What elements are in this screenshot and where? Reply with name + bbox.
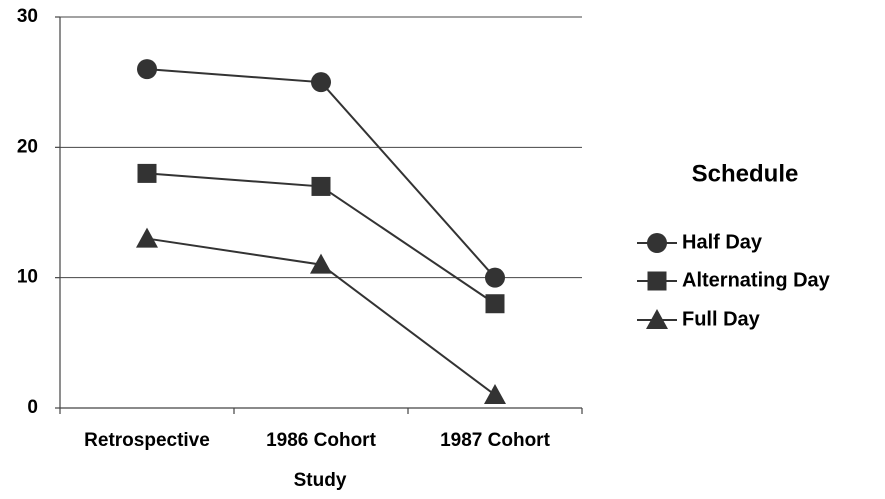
legend-title: Schedule [692, 160, 799, 187]
data-point [484, 383, 506, 404]
data-point [485, 294, 505, 314]
y-tick-label: 0 [27, 397, 38, 418]
x-tick-label: 1986 Cohort [266, 430, 376, 451]
legend-label: Half Day [682, 231, 763, 253]
data-point [310, 253, 332, 274]
x-axis-title: Study [294, 470, 347, 491]
data-point [137, 59, 157, 80]
data-point [137, 163, 157, 183]
data-point [311, 176, 331, 196]
legend-marker [646, 309, 668, 329]
x-tick-label: 1987 Cohort [440, 430, 550, 451]
legend-marker [647, 271, 667, 291]
x-tick-label: Retrospective [84, 430, 210, 451]
y-tick-label: 30 [17, 6, 38, 27]
y-tick-label: 20 [17, 136, 38, 157]
legend-marker [647, 233, 667, 253]
y-tick-label: 10 [17, 267, 38, 288]
data-point [311, 72, 331, 93]
legend-label: Full Day [682, 308, 761, 330]
legend-label: Alternating Day [682, 269, 831, 291]
data-point [136, 227, 158, 248]
data-point [485, 267, 505, 288]
